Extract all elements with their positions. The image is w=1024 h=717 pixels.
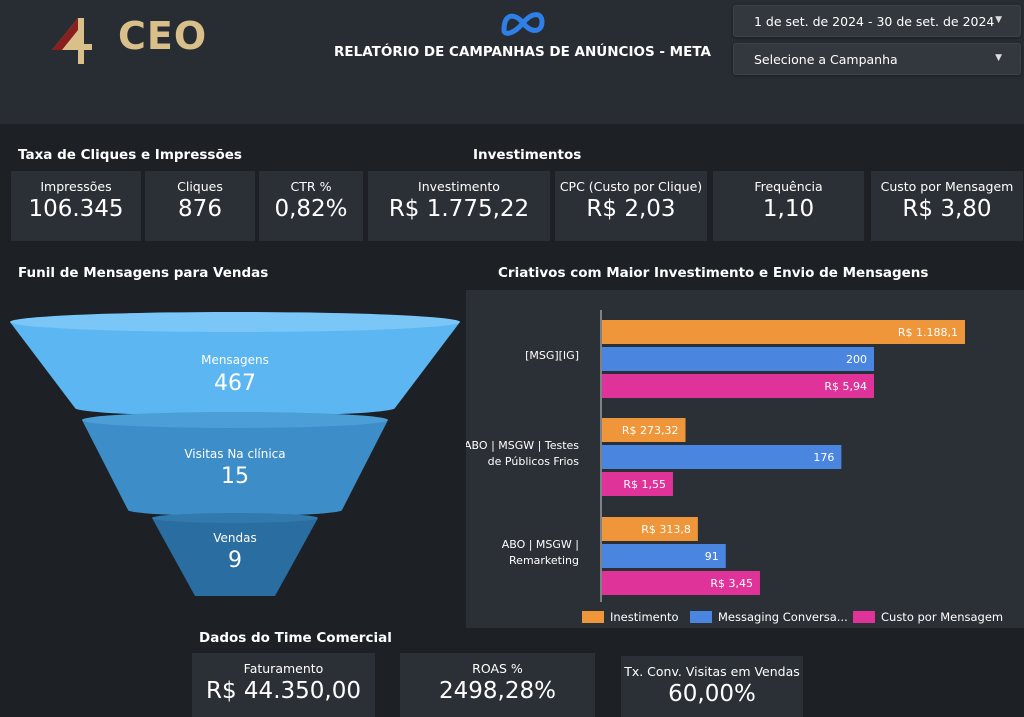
bar-value-label: R$ 313,8 xyxy=(641,523,691,536)
bar-0-1[interactable] xyxy=(602,418,686,442)
funnel-label-messages: Mensagens xyxy=(201,353,269,367)
kpi-ctr: CTR % 0,82% xyxy=(259,171,363,241)
bar-0-2[interactable] xyxy=(602,517,698,541)
funnel-value-messages: 467 xyxy=(214,371,256,396)
kpi-impressions: Impressões 106.345 xyxy=(11,171,141,241)
kpi-value: 106.345 xyxy=(28,196,124,222)
bar-2-1[interactable] xyxy=(602,472,673,496)
kpi-label: CPC (Custo por Clique) xyxy=(559,179,703,194)
category-label: Remarketing xyxy=(509,554,579,567)
bar-value-label: R$ 5,94 xyxy=(824,380,867,393)
kpi-revenue: Faturamento R$ 44.350,00 xyxy=(192,653,375,717)
section-title-investments: Investimentos xyxy=(473,147,582,163)
kpi-investment: Investimento R$ 1.775,22 xyxy=(368,171,550,241)
kpi-value: R$ 1.775,22 xyxy=(388,196,530,222)
legend-item-investment[interactable]: Inestimento xyxy=(582,610,679,624)
funnel-stage-visits xyxy=(82,420,388,510)
meta-logo-icon xyxy=(501,12,545,36)
bar-value-label: R$ 1.188,1 xyxy=(898,326,958,339)
funnel-label-visits: Visitas Na clínica xyxy=(184,447,285,461)
kpi-value: 0,82% xyxy=(274,196,348,222)
funnel-stage-messages-base xyxy=(75,400,395,416)
funnel-top-ellipse xyxy=(10,312,460,332)
legend-label: Custo por Mensagem xyxy=(881,610,1004,624)
category-label: ABO | MSGW | xyxy=(502,538,579,551)
section-title-commercial: Dados do Time Comercial xyxy=(199,630,392,646)
funnel-stage-visits-top xyxy=(82,412,388,428)
legend-item-messaging[interactable]: Messaging Conversa... xyxy=(690,610,848,624)
funnel-label-sales: Vendas xyxy=(213,531,257,545)
kpi-frequency: Frequência 1,10 xyxy=(713,171,864,241)
kpi-label: Impressões xyxy=(40,179,112,194)
creatives-bar-chart: R$ 1.188,1 R$ 273,32 R$ 313,8 200 176 91 R$ 5,… xyxy=(466,310,965,602)
kpi-cpc: CPC (Custo por Clique) R$ 2,03 xyxy=(555,171,707,241)
kpi-value: 2498,28% xyxy=(439,678,556,704)
kpi-label: Cliques xyxy=(177,179,223,194)
section-title-clicks: Taxa de Cliques e Impressões xyxy=(18,147,242,163)
caret-down-icon: ▼ xyxy=(995,15,1002,25)
bar-value-label: 176 xyxy=(813,451,834,464)
caret-down-icon: ▼ xyxy=(995,53,1002,63)
bar-2-0[interactable] xyxy=(602,374,874,398)
kpi-label: Tx. Conv. Visitas em Vendas xyxy=(624,664,800,679)
funnel-stage-sales xyxy=(152,518,318,596)
funnel-value-visits: 15 xyxy=(221,464,249,489)
kpi-value: R$ 2,03 xyxy=(586,196,676,222)
kpi-label: ROAS % xyxy=(472,661,523,676)
legend-swatch xyxy=(853,611,875,623)
kpi-clicks: Cliques 876 xyxy=(145,171,255,241)
kpi-cost-per-message: Custo por Mensagem R$ 3,80 xyxy=(871,171,1023,241)
kpi-label: CTR % xyxy=(290,179,332,194)
bar-value-label: R$ 1,55 xyxy=(623,478,666,491)
legend-swatch xyxy=(582,611,604,623)
legend-swatch xyxy=(690,611,712,623)
kpi-label: Frequência xyxy=(754,179,823,194)
category-label: de Públicos Frios xyxy=(488,455,580,468)
funnel-value-sales: 9 xyxy=(228,548,242,573)
funnel-stage-messages xyxy=(10,322,460,408)
campaign-select[interactable]: Selecione a Campanha ▼ xyxy=(733,43,1021,75)
funnel-stage-visits-base xyxy=(128,504,342,516)
bar-1-1[interactable] xyxy=(602,445,842,469)
bar-2-2[interactable] xyxy=(602,571,760,595)
page-title: RELATÓRIO DE CAMPANHAS DE ANÚNCIOS - MET… xyxy=(334,44,711,60)
kpi-value: 1,10 xyxy=(762,196,815,222)
legend-label: Messaging Conversa... xyxy=(718,610,848,624)
kpi-value: R$ 3,80 xyxy=(902,196,992,222)
bar-1-0[interactable] xyxy=(602,347,874,371)
legend-item-cost-per-message[interactable]: Custo por Mensagem xyxy=(853,610,1003,624)
company-logo: CEO xyxy=(48,14,206,68)
kpi-value: 60,00% xyxy=(668,681,756,707)
kpi-label: Custo por Mensagem xyxy=(880,179,1014,194)
logo-mark-icon xyxy=(52,18,92,64)
category-label: [MSG][IG] xyxy=(525,349,579,362)
section-title-funnel: Funil de Mensagens para Vendas xyxy=(18,265,269,281)
kpi-label: Faturamento xyxy=(243,661,324,676)
sales-funnel: Mensagens 467 Visitas Na clínica 15 Vend… xyxy=(10,312,460,596)
bar-1-2[interactable] xyxy=(602,544,726,568)
bar-value-label: 91 xyxy=(705,550,719,563)
kpi-value: R$ 44.350,00 xyxy=(206,678,361,704)
kpi-roas: ROAS % 2498,28% xyxy=(400,653,595,717)
date-range-select[interactable]: 1 de set. de 2024 - 30 de set. de 2024 ▼ xyxy=(733,5,1021,37)
bar-value-label: R$ 3,45 xyxy=(710,577,753,590)
bar-value-label: 200 xyxy=(846,353,867,366)
section-title-creatives: Criativos com Maior Investimento e Envio… xyxy=(498,265,929,281)
funnel-stage-sales-top xyxy=(152,513,318,523)
bar-0-0[interactable] xyxy=(602,320,965,344)
legend-label: Inestimento xyxy=(610,610,679,624)
kpi-value: 876 xyxy=(178,196,222,222)
kpi-conversion-rate: Tx. Conv. Visitas em Vendas 60,00% xyxy=(621,656,803,717)
campaign-select-value: Selecione a Campanha xyxy=(754,52,898,67)
bar-value-label: R$ 273,32 xyxy=(622,424,679,437)
kpi-label: Investimento xyxy=(418,179,500,194)
logo-text: CEO xyxy=(118,14,208,58)
date-range-value: 1 de set. de 2024 - 30 de set. de 2024 xyxy=(754,14,995,29)
header-bar: CEO RELATÓRIO DE CAMPANHAS DE ANÚNCIOS -… xyxy=(0,0,1024,124)
category-label: ABO | MSGW | Testes xyxy=(466,439,579,452)
